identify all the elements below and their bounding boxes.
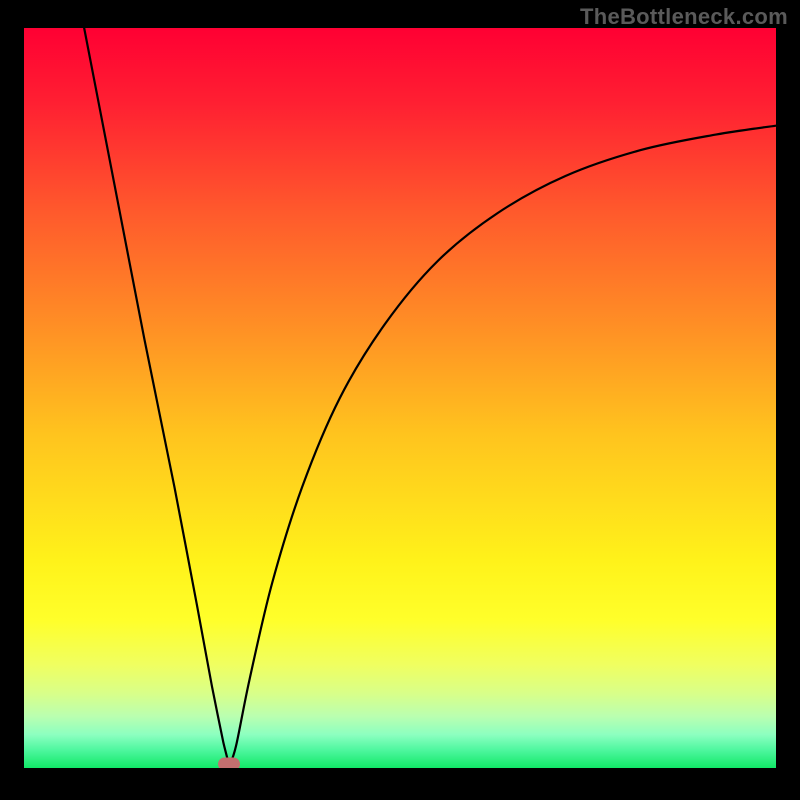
frame-left <box>0 28 24 768</box>
frame-bottom <box>0 768 800 800</box>
chart-plot-area <box>24 28 776 768</box>
gradient-background <box>24 28 776 768</box>
frame-right <box>776 28 800 768</box>
watermark-text: TheBottleneck.com <box>580 4 788 30</box>
chart-svg <box>24 28 776 768</box>
